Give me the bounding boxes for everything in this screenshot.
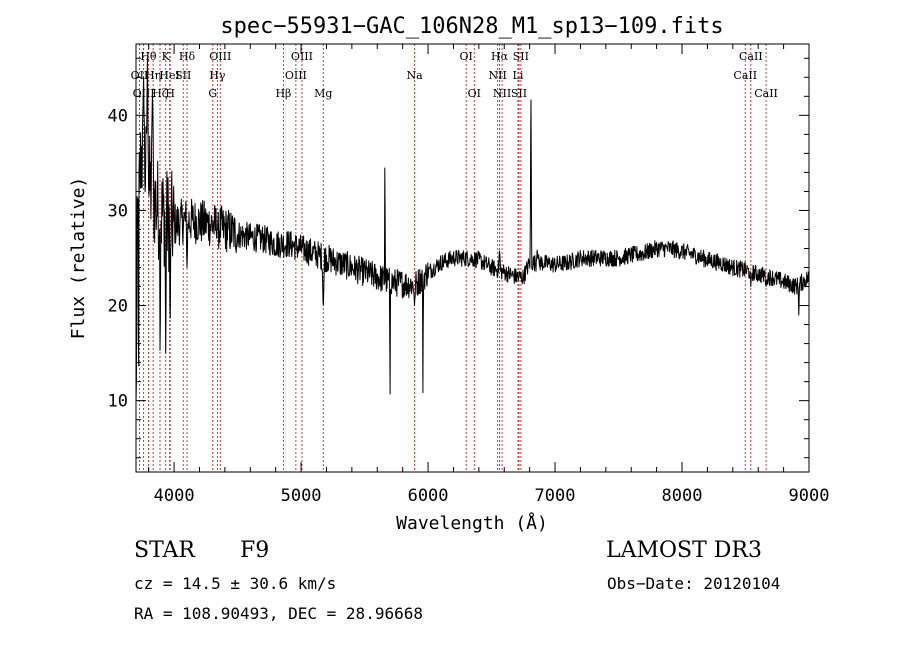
object-subclass-label: F9 bbox=[240, 538, 270, 563]
spectral-line-label: HeI bbox=[159, 69, 179, 82]
spectral-line-label: OI bbox=[459, 50, 472, 63]
survey-label: LAMOST DR3 bbox=[606, 538, 762, 563]
y-axis-label: Flux (relative) bbox=[68, 177, 89, 340]
spectral-line-label: Hβ bbox=[275, 87, 291, 100]
spectral-line-label: Mg bbox=[314, 87, 332, 100]
chart-title: spec−55931−GAC_106N28_M1_sp13−109.fits bbox=[220, 14, 723, 39]
spectrum-line bbox=[135, 57, 810, 404]
x-axis-label: Wavelength (Å) bbox=[396, 512, 548, 534]
spectral-line-label: OIII bbox=[209, 50, 231, 63]
spectral-line-markers bbox=[138, 44, 767, 472]
plot-frame bbox=[135, 43, 810, 473]
coordinates-label: RA = 108.90493, DEC = 28.96668 bbox=[134, 604, 423, 623]
redshift-label: cz = 14.5 ± 30.6 km/s bbox=[134, 574, 337, 593]
spectral-line-label: Hα bbox=[491, 50, 509, 63]
spectral-line-label: OIII bbox=[291, 50, 313, 63]
x-tick-label: 5000 bbox=[281, 486, 322, 506]
x-tick-label: 4000 bbox=[154, 486, 195, 506]
spectral-line-label: Na bbox=[407, 69, 424, 82]
obs-date-label: Obs−Date: 20120104 bbox=[607, 574, 781, 593]
spectral-line-label: NII bbox=[493, 87, 511, 100]
spectral-line-label: Li bbox=[513, 69, 524, 82]
spectral-line-label: CaII bbox=[754, 87, 778, 100]
y-tick-label: 30 bbox=[108, 201, 128, 221]
spectral-line-label: CaII bbox=[739, 50, 763, 63]
spectral-line-label: NII bbox=[488, 69, 506, 82]
y-tick-label: 20 bbox=[108, 297, 128, 317]
object-class-label: STAR bbox=[134, 538, 195, 563]
spectral-line-labels: HθOIIOIIIHηHζKHeIHSIIHδGHγOIIIHβOIIIOIII… bbox=[131, 50, 778, 100]
spectral-line-label: Hγ bbox=[209, 69, 226, 82]
spectral-line-label: SII bbox=[513, 50, 529, 63]
spectral-line-label: Hη bbox=[145, 69, 161, 82]
spectral-line-label: Hζ bbox=[152, 87, 168, 100]
spectral-line-label: CaII bbox=[733, 69, 757, 82]
y-axis-ticks: 10 20 30 40 bbox=[108, 57, 809, 459]
spectral-line-label: SII bbox=[175, 69, 191, 82]
spectral-line-label: OI bbox=[468, 87, 481, 100]
x-tick-label: 6000 bbox=[408, 486, 449, 506]
y-tick-label: 40 bbox=[108, 106, 128, 126]
x-axis-ticks: 4000 5000 6000 7000 8000 9000 bbox=[148, 44, 830, 506]
spectral-line-label: Hθ bbox=[140, 50, 157, 63]
spectral-line-label: OIII bbox=[285, 69, 307, 82]
x-tick-label: 9000 bbox=[789, 486, 830, 506]
x-tick-label: 8000 bbox=[662, 486, 703, 506]
y-tick-label: 10 bbox=[108, 392, 128, 412]
spectral-line-label: K bbox=[162, 50, 171, 63]
spectral-line-label: H bbox=[165, 87, 175, 100]
spectral-line-label: G bbox=[208, 87, 217, 100]
spectral-line-label: SII bbox=[511, 87, 527, 100]
x-tick-label: 7000 bbox=[535, 486, 576, 506]
spectral-line-label: Hδ bbox=[179, 50, 196, 63]
